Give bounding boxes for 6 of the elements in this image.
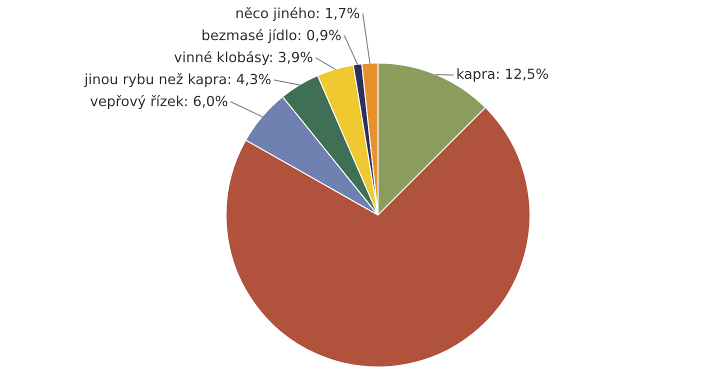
slice-label: bezmasé jídlo: 0,9% — [202, 29, 341, 43]
slice-label: kapra: 12,5% — [457, 68, 548, 82]
slice-label: jinou rybu než kapra: 4,3% — [84, 73, 271, 87]
slice-label: vinné klobásy: 3,9% — [174, 51, 312, 65]
slice-label: vepřový řízek: 6,0% — [90, 95, 228, 109]
slice-label: něco jiného: 1,7% — [236, 7, 360, 21]
